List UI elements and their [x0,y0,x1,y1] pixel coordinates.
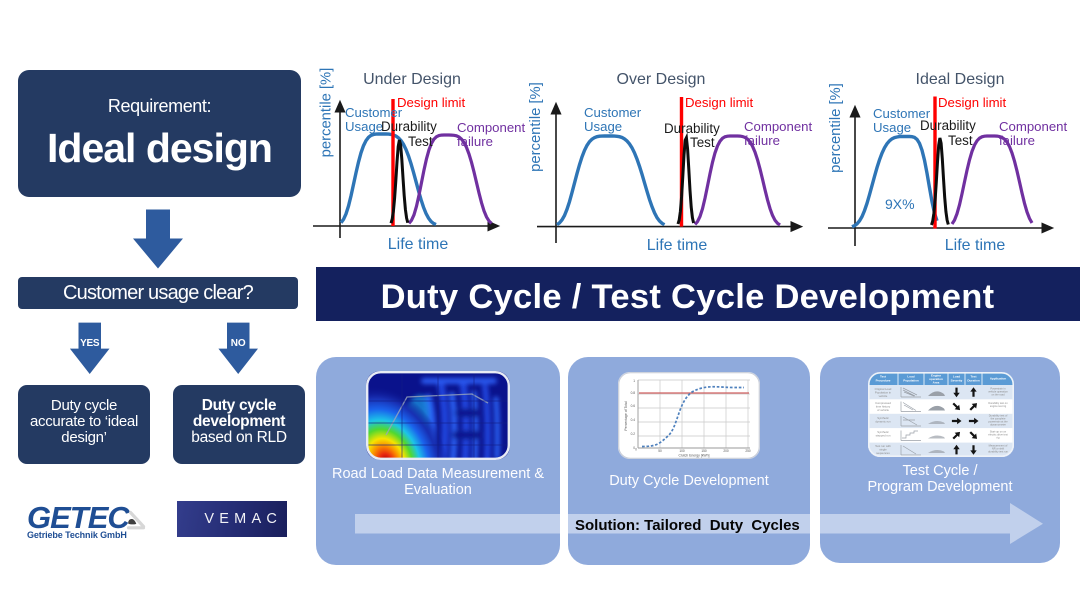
svg-text:Design limit: Design limit [685,95,753,110]
svg-text:NR or shift: NR or shift [992,447,1005,451]
svg-text:Start-up on on: Start-up on on [990,430,1007,434]
svg-text:250: 250 [745,449,751,453]
svg-text:9X%: 9X% [885,196,915,212]
svg-text:time history: time history [876,405,891,409]
svg-text:Original Load: Original Load [875,387,892,391]
svg-text:Engine: Engine [931,374,941,378]
svg-text:0.4: 0.4 [631,418,636,422]
svg-text:Component: Component [457,120,526,135]
svg-text:Customer: Customer [584,105,642,120]
svg-text:dynamic run: dynamic run [875,420,891,424]
svg-text:engine test rig: engine test rig [990,404,1007,408]
svg-text:operation: operation [929,377,943,381]
svg-text:single: single [879,448,887,452]
svg-text:Test: Test [690,135,715,150]
svg-text:Durability test of: Durability test of [989,414,1008,418]
svg-text:Durability: Durability [381,119,437,134]
svg-text:0: 0 [633,446,635,450]
svg-text:powertrain at the: powertrain at the [988,420,1008,424]
svg-text:rig: rig [997,436,1000,440]
svg-text:sequences: sequences [876,451,890,455]
svg-text:0.8: 0.8 [631,391,636,395]
svg-text:Usage: Usage [873,120,911,135]
svg-text:Life time: Life time [647,237,708,254]
svg-text:Durability: Durability [920,118,976,133]
svg-text:Test: Test [880,375,886,379]
svg-text:100: 100 [679,449,685,453]
svg-text:Component: Component [999,119,1068,134]
svg-text:Customer: Customer [873,106,931,121]
svg-text:Test: Test [408,134,433,149]
svg-text:Durability: Durability [664,121,720,136]
svg-text:Measurement of: Measurement of [989,444,1008,448]
svg-text:Load: Load [907,375,914,379]
svg-text:Procedure: Procedure [876,379,891,383]
svg-text:Durability test on: Durability test on [988,401,1008,405]
svg-text:failure: failure [744,133,780,148]
svg-text:of vehicle: of vehicle [877,408,889,412]
svg-text:Design limit: Design limit [397,95,465,110]
svg-text:Compressed: Compressed [875,401,891,405]
svg-text:Percentage of Total: Percentage of Total [624,401,628,430]
svg-text:NO: NO [231,338,246,349]
svg-text:Life time: Life time [388,236,449,253]
svg-text:Usage: Usage [345,119,383,134]
svg-text:200: 200 [723,449,729,453]
svg-text:Test: Test [971,375,977,379]
svg-text:the complete: the complete [991,417,1006,421]
svg-text:on the road: on the road [991,393,1005,397]
svg-text:failure: failure [457,134,493,149]
svg-text:Synthetic: Synthetic [877,430,889,434]
svg-text:percentile [%]: percentile [%] [319,68,335,158]
svg-text:50: 50 [658,449,662,453]
svg-text:Synthetic: Synthetic [877,416,889,420]
svg-text:150: 150 [701,449,707,453]
svg-text:vehicle operation: vehicle operation [988,390,1008,394]
svg-text:0: 0 [635,448,637,452]
svg-text:Powertrain in: Powertrain in [990,387,1006,391]
svg-text:Severity: Severity [951,379,963,383]
svg-text:Life time: Life time [945,237,1006,254]
svg-text:Under Design: Under Design [363,71,461,88]
svg-text:electric drive test: electric drive test [988,433,1008,437]
svg-text:Usage: Usage [584,119,622,134]
svg-text:Solution: Tailored Duty Cycl: Solution: Tailored Duty Cycles [575,517,800,534]
svg-text:percentile [%]: percentile [%] [528,82,544,172]
svg-text:Test run with: Test run with [875,444,891,448]
svg-text:Duration: Duration [967,379,980,383]
svg-text:Load: Load [953,375,960,379]
svg-text:percentile [%]: percentile [%] [828,83,844,173]
svg-text:vehicle: vehicle [879,394,888,398]
svg-text:Clutch Energy [kWh]: Clutch Energy [kWh] [679,454,710,458]
svg-text:failure: failure [999,133,1035,148]
svg-text:dynamometer: dynamometer [990,423,1006,427]
svg-text:1: 1 [633,379,635,383]
svg-text:Population in: Population in [875,391,892,395]
svg-text:Application: Application [990,377,1007,381]
svg-text:YES: YES [80,338,100,349]
svg-text:Design limit: Design limit [938,95,1006,110]
svg-text:Test: Test [948,133,973,148]
svg-text:Component: Component [744,119,813,134]
svg-text:Area: Area [933,381,940,385]
svg-text:Customer: Customer [345,105,403,120]
svg-text:Population: Population [903,379,919,383]
svg-text:0.2: 0.2 [631,432,636,436]
svg-text:Ideal Design: Ideal Design [916,71,1005,88]
svg-text:Over Design: Over Design [617,71,706,88]
svg-text:durability test run: durability test run [988,450,1008,454]
svg-text:stepped run: stepped run [876,434,891,438]
svg-text:0.6: 0.6 [631,404,636,408]
